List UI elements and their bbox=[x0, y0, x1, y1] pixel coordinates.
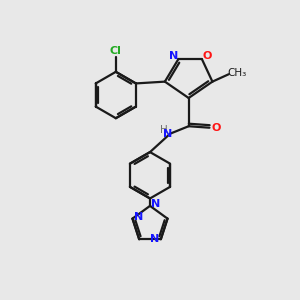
Text: O: O bbox=[202, 51, 212, 62]
Text: H: H bbox=[160, 125, 167, 135]
Text: N: N bbox=[151, 200, 160, 209]
Text: CH₃: CH₃ bbox=[227, 68, 247, 78]
Text: O: O bbox=[211, 123, 221, 133]
Text: N: N bbox=[150, 234, 159, 244]
Text: Cl: Cl bbox=[110, 46, 122, 56]
Text: N: N bbox=[163, 129, 172, 139]
Text: N: N bbox=[134, 212, 144, 222]
Text: N: N bbox=[169, 51, 178, 62]
